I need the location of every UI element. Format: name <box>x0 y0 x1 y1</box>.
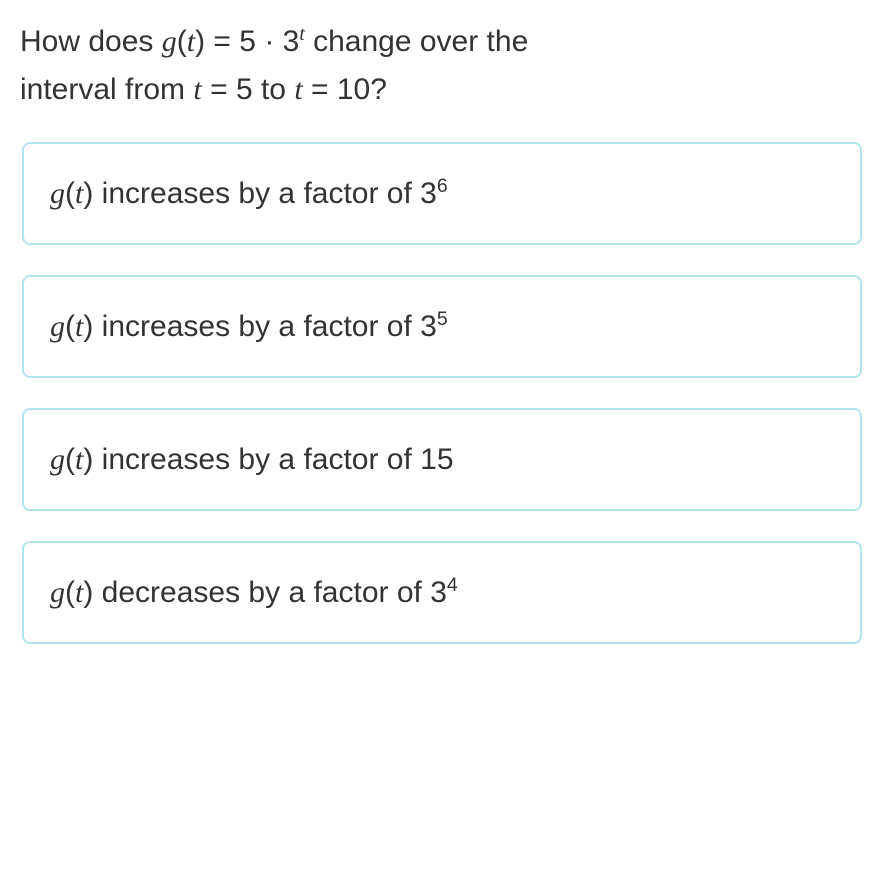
opt-text: increases by a factor of <box>93 443 420 476</box>
opt-func-name: g <box>50 310 65 343</box>
q-interval-var-1: t <box>193 73 201 106</box>
opt-exp: 4 <box>447 574 458 596</box>
opt-open-paren: ( <box>65 576 75 609</box>
q-line1-prefix: How does <box>20 25 162 58</box>
opt-exp: 6 <box>437 175 448 197</box>
q-interval-var-2: t <box>294 73 302 106</box>
answer-option[interactable]: g(t) increases by a factor of 36 <box>22 142 862 245</box>
opt-open-paren: ( <box>65 177 75 210</box>
q-equals: = <box>205 25 239 58</box>
opt-func-name: g <box>50 177 65 210</box>
q-func-name: g <box>162 25 177 58</box>
opt-base: 15 <box>420 443 453 476</box>
opt-text: increases by a factor of <box>93 310 420 343</box>
q-func-var: t <box>187 25 195 58</box>
opt-close-paren: ) <box>83 177 93 210</box>
opt-base: 3 <box>420 177 437 210</box>
answer-option[interactable]: g(t) increases by a factor of 15 <box>22 408 862 511</box>
opt-open-paren: ( <box>65 310 75 343</box>
q-open-paren: ( <box>177 25 187 58</box>
q-line2-suffix: ? <box>370 73 387 106</box>
q-dot: · <box>256 25 283 58</box>
answer-option[interactable]: g(t) decreases by a factor of 34 <box>22 541 862 644</box>
q-coefficient: 5 <box>239 25 256 58</box>
opt-open-paren: ( <box>65 443 75 476</box>
opt-base: 3 <box>420 310 437 343</box>
q-line1-middle: change over the <box>305 25 529 58</box>
q-to-value: 10 <box>337 73 370 106</box>
opt-close-paren: ) <box>83 576 93 609</box>
q-equals-2: = <box>202 73 236 106</box>
question-text: How does g(t) = 5 · 3t change over the i… <box>20 18 864 114</box>
q-from-value: 5 <box>236 73 253 106</box>
q-base: 3 <box>283 25 300 58</box>
options-list: g(t) increases by a factor of 36 g(t) in… <box>20 142 864 644</box>
q-line2-prefix: interval from <box>20 73 193 106</box>
q-equals-3: = <box>303 73 337 106</box>
opt-text: decreases by a factor of <box>93 576 430 609</box>
opt-exp: 5 <box>437 308 448 330</box>
opt-close-paren: ) <box>83 443 93 476</box>
opt-func-name: g <box>50 443 65 476</box>
q-close-paren: ) <box>195 25 205 58</box>
opt-text: increases by a factor of <box>93 177 420 210</box>
answer-option[interactable]: g(t) increases by a factor of 35 <box>22 275 862 378</box>
q-line2-to: to <box>253 73 295 106</box>
opt-close-paren: ) <box>83 310 93 343</box>
opt-func-name: g <box>50 576 65 609</box>
opt-base: 3 <box>430 576 447 609</box>
